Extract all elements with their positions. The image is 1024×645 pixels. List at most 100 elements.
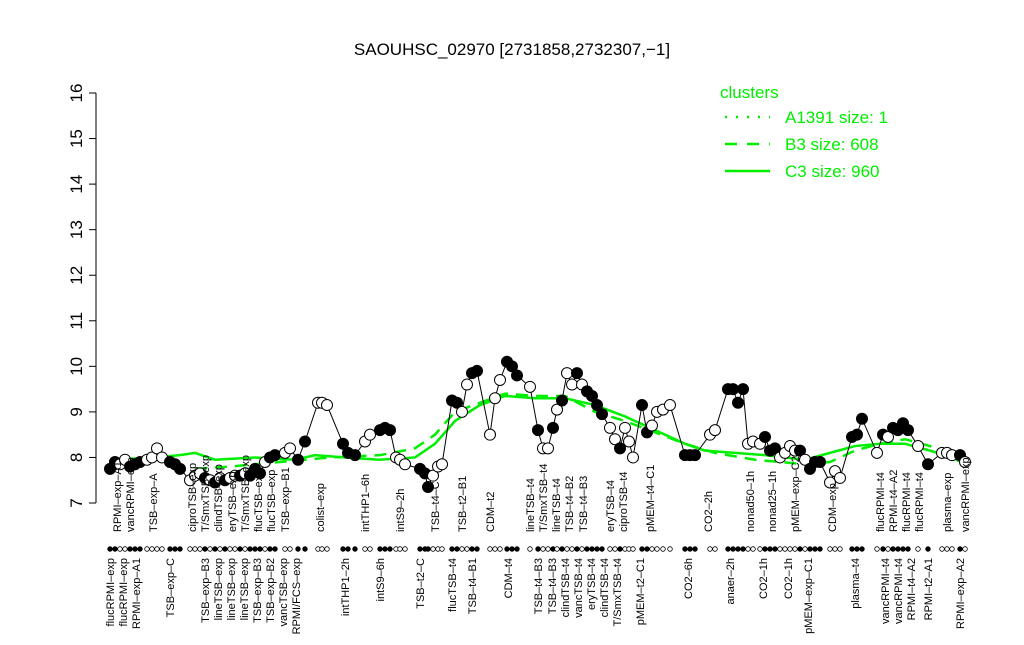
sample-marker <box>167 546 173 552</box>
sample-marker <box>207 546 213 552</box>
sample-marker <box>854 546 860 552</box>
sample-marker <box>915 546 921 552</box>
sample-label: pMEM–t4–C1 <box>645 465 657 532</box>
data-point <box>542 442 554 455</box>
sample-marker <box>564 546 570 552</box>
sample-label: TSB–exp–B1 <box>280 467 292 532</box>
data-point <box>422 481 434 494</box>
sample-label: lineTSB–exp <box>239 558 251 620</box>
sample-marker <box>159 546 165 552</box>
sample-marker <box>807 546 813 552</box>
sample-label: lineTSB–t4 <box>525 478 537 532</box>
sample-marker <box>607 546 613 552</box>
sample-label: nonad50–1h <box>745 471 757 532</box>
data-point <box>451 396 463 409</box>
sample-marker <box>324 546 330 552</box>
sample-marker <box>725 546 731 552</box>
sample-label: lineTSB–exp <box>226 558 238 620</box>
bottom-sample-labels: flucRPMI–exp flucRPMI–exp RPMI–exp–A1 TSB–e… <box>105 558 967 634</box>
sample-marker <box>885 546 891 552</box>
data-point <box>494 374 506 386</box>
data-point <box>871 446 883 459</box>
sample-marker <box>554 546 560 552</box>
data-point <box>547 421 559 434</box>
sample-marker <box>750 546 756 552</box>
sample-marker <box>817 546 823 552</box>
sample-label: pMEM–exp–C1 <box>803 558 815 634</box>
sample-marker <box>617 546 623 552</box>
sample-marker <box>594 546 600 552</box>
data-point <box>794 444 806 457</box>
sample-label: vancRPMI–t4 <box>893 558 905 624</box>
data-point <box>591 399 603 412</box>
sample-label: flucTSB–exp <box>266 470 278 532</box>
y-tick-label: 16 <box>67 84 86 103</box>
data-point <box>551 403 563 416</box>
sample-label: eryTSB–t4 <box>605 480 617 532</box>
sample-marker <box>579 546 585 552</box>
sample-marker <box>242 546 248 552</box>
data-point <box>627 451 639 464</box>
data-point <box>506 360 518 373</box>
sample-marker <box>202 546 208 552</box>
sample-marker <box>469 546 475 552</box>
data-point <box>321 399 333 412</box>
sample-marker <box>654 546 660 552</box>
sample-label: T/SmxTSB–exp <box>200 455 212 532</box>
sample-marker <box>762 546 768 552</box>
sample-marker <box>144 546 150 552</box>
sample-marker <box>939 546 945 552</box>
data-point <box>566 378 578 391</box>
sample-marker <box>417 546 423 552</box>
data-point <box>851 428 863 441</box>
data-point <box>511 369 523 382</box>
sample-label: intTHP1–2h <box>340 558 352 616</box>
sample-marker <box>740 546 746 552</box>
sample-label: TSB–t4–B3 <box>547 558 559 614</box>
sample-label: RPMI–exp–A1 <box>112 461 124 532</box>
sample-marker <box>112 546 118 552</box>
sample-marker <box>782 546 788 552</box>
data-point <box>856 412 868 425</box>
sample-marker <box>149 546 155 552</box>
sample-label: flucRPMI–t4 <box>914 472 926 532</box>
sample-marker <box>639 546 645 552</box>
sample-label: lineTSB–t4 <box>551 478 563 532</box>
sample-marker <box>527 546 533 552</box>
sample-marker <box>584 546 590 552</box>
y-tick-label: 7 <box>67 498 86 507</box>
sample-marker <box>787 546 793 552</box>
sample-marker <box>712 546 718 552</box>
y-tick-label: 11 <box>67 312 86 330</box>
sample-marker <box>890 546 896 552</box>
sample-label: eryTSB–exp <box>227 471 239 532</box>
sample-label: CO2–6h <box>683 558 695 599</box>
sample-label: TSB–t2–B1 <box>457 476 469 532</box>
sample-label: vancRPMI–exp <box>960 457 972 532</box>
data-point <box>646 419 658 432</box>
sample-marker <box>792 546 798 552</box>
y-tick-label: 10 <box>67 357 86 376</box>
sample-marker <box>449 546 455 552</box>
sample-marker <box>944 546 950 552</box>
top-sample-labels: RPMI–exp–A1 vancRPMI–exp TSB–exp–A ciproTSB… <box>112 455 972 532</box>
sample-marker <box>874 546 880 552</box>
sample-marker <box>797 546 803 552</box>
data-point <box>151 442 163 455</box>
sample-label: CDM–t2 <box>485 492 497 532</box>
sample-marker <box>497 546 503 552</box>
sample-marker <box>962 546 968 552</box>
data-point <box>604 421 616 434</box>
y-tick-label: 9 <box>67 407 86 416</box>
sample-marker <box>895 546 901 552</box>
sample-marker <box>589 546 595 552</box>
sample-marker <box>644 546 650 552</box>
chart-title: SAOUHSC_02970 [2731858,2732307,−1] <box>354 40 670 59</box>
data-point <box>596 408 608 421</box>
data-point <box>532 424 544 437</box>
sample-marker <box>459 546 465 552</box>
sample-label: colist–exp <box>315 483 327 532</box>
sample-marker <box>504 546 510 552</box>
data-point <box>471 364 483 377</box>
sample-marker <box>514 546 520 552</box>
